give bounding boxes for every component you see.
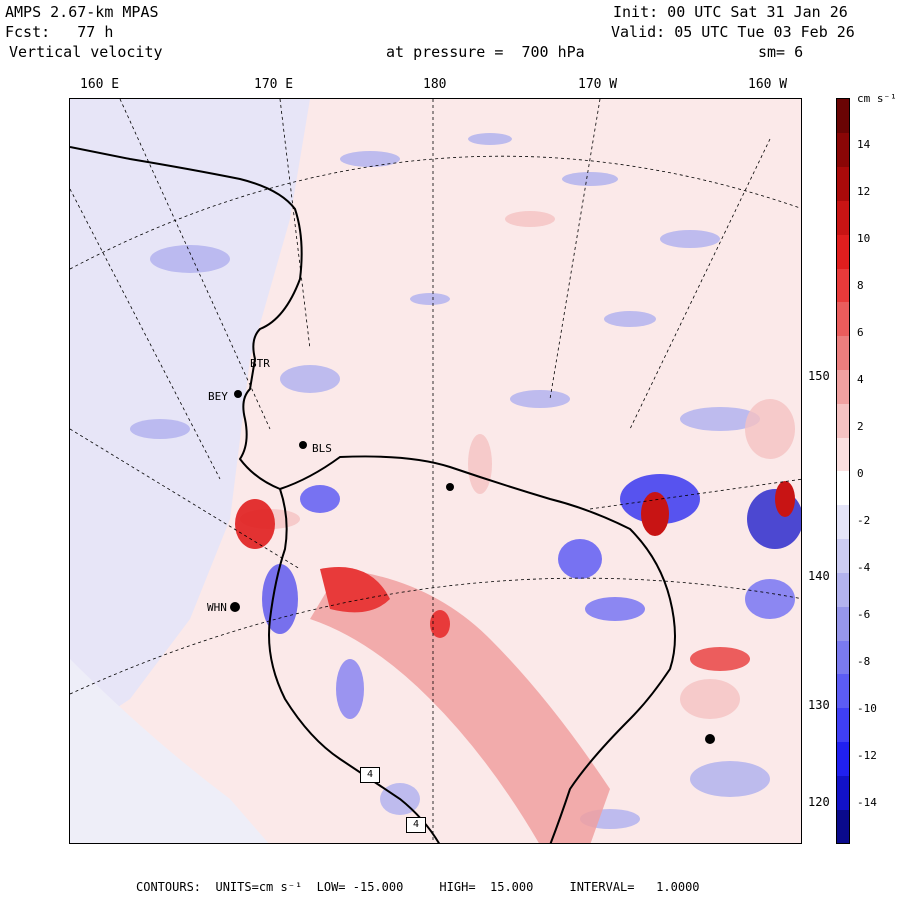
colorbar-tick-label: 0: [857, 467, 864, 480]
colorbar-tick-label: 8: [857, 279, 864, 292]
lon-tick-160w: 160 W: [748, 77, 788, 92]
colorbar-segment: [837, 809, 849, 844]
colorbar-tick-label: -8: [857, 655, 871, 668]
colorbar-segment: [837, 437, 849, 472]
colorbar-tick-label: -12: [857, 749, 877, 762]
model-title: AMPS 2.67-km MPAS: [5, 3, 159, 21]
station-bls: BLS: [312, 442, 332, 455]
colorbar-segment: [837, 335, 849, 371]
station-btr: BTR: [250, 357, 270, 370]
colorbar-tick-label: -2: [857, 514, 871, 527]
intense-mixed-right: [558, 474, 801, 671]
colorbar-segment: [837, 268, 849, 303]
grid-box-marker: 4: [406, 817, 426, 833]
positive-band: [310, 569, 610, 843]
lon-tick-160e: 160 E: [80, 77, 120, 92]
colorbar-tick-label: -4: [857, 561, 871, 574]
lower-left-area: [70, 659, 269, 843]
positive-core-ross: [320, 567, 390, 613]
colorbar-tick-label: -6: [857, 608, 871, 621]
init-time: Init: 00 UTC Sat 31 Jan 26: [613, 3, 848, 21]
graticule: [70, 99, 801, 843]
lon-tick-170e: 170 E: [254, 77, 294, 92]
field-name: Vertical velocity: [9, 43, 163, 61]
colorbar-tick-label: 14: [857, 138, 871, 151]
colorbar-tick-label: -10: [857, 702, 877, 715]
colorbar-segment: [837, 99, 849, 134]
colorbar-segment: [837, 606, 849, 641]
colorbar-tick-label: -14: [857, 796, 877, 809]
colorbar-segment: [837, 200, 849, 235]
colorbar-segment: [837, 234, 849, 269]
colorbar-segment: [837, 504, 849, 540]
colorbar-units: cm s⁻¹: [857, 92, 897, 105]
colorbar-segment: [837, 572, 849, 607]
valid-time: Valid: 05 UTC Tue 03 Feb 26: [611, 23, 855, 41]
forecast-hour: Fcst: 77 h: [5, 23, 114, 41]
colorbar-segment: [837, 471, 849, 506]
colorbar-segment: [837, 538, 849, 573]
colorbar-segment: [837, 775, 849, 810]
colorbar: [836, 98, 850, 844]
map-panel: BTR BEY BLS WHN 4 4: [69, 98, 802, 844]
colorbar-segment: [837, 132, 849, 168]
negative-patches: [130, 133, 770, 829]
station-dots: [230, 390, 715, 744]
colorbar-segment: [837, 301, 849, 337]
contour-info: CONTOURS: UNITS=cm s⁻¹ LOW= -15.000 HIGH…: [136, 880, 700, 894]
station-whn: WHN: [207, 601, 227, 614]
colorbar-segment: [837, 166, 849, 201]
pressure-level: at pressure = 700 hPa: [386, 43, 585, 61]
smoothing-value: sm= 6: [758, 43, 804, 61]
colorbar-tick-label: 4: [857, 373, 864, 386]
lon-tick-180: 180: [423, 77, 447, 92]
station-bey: BEY: [208, 390, 228, 403]
grid-box-marker: 4: [360, 767, 380, 783]
coastline: [70, 146, 676, 843]
colorbar-segment: [837, 369, 849, 404]
colorbar-segment: [837, 640, 849, 675]
positive-core-small: [430, 610, 450, 638]
colorbar-segment: [837, 673, 849, 709]
colorbar-segment: [837, 707, 849, 743]
colorbar-tick-label: 2: [857, 420, 864, 433]
colorbar-segment: [837, 403, 849, 438]
colorbar-tick-label: 12: [857, 185, 871, 198]
colorbar-tick-label: 10: [857, 232, 871, 245]
colorbar-segment: [837, 741, 849, 776]
negative-velocity-area: [70, 99, 310, 739]
vertical-velocity-map: [70, 99, 801, 843]
colorbar-tick-label: 6: [857, 326, 864, 339]
lon-tick-170w: 170 W: [578, 77, 618, 92]
